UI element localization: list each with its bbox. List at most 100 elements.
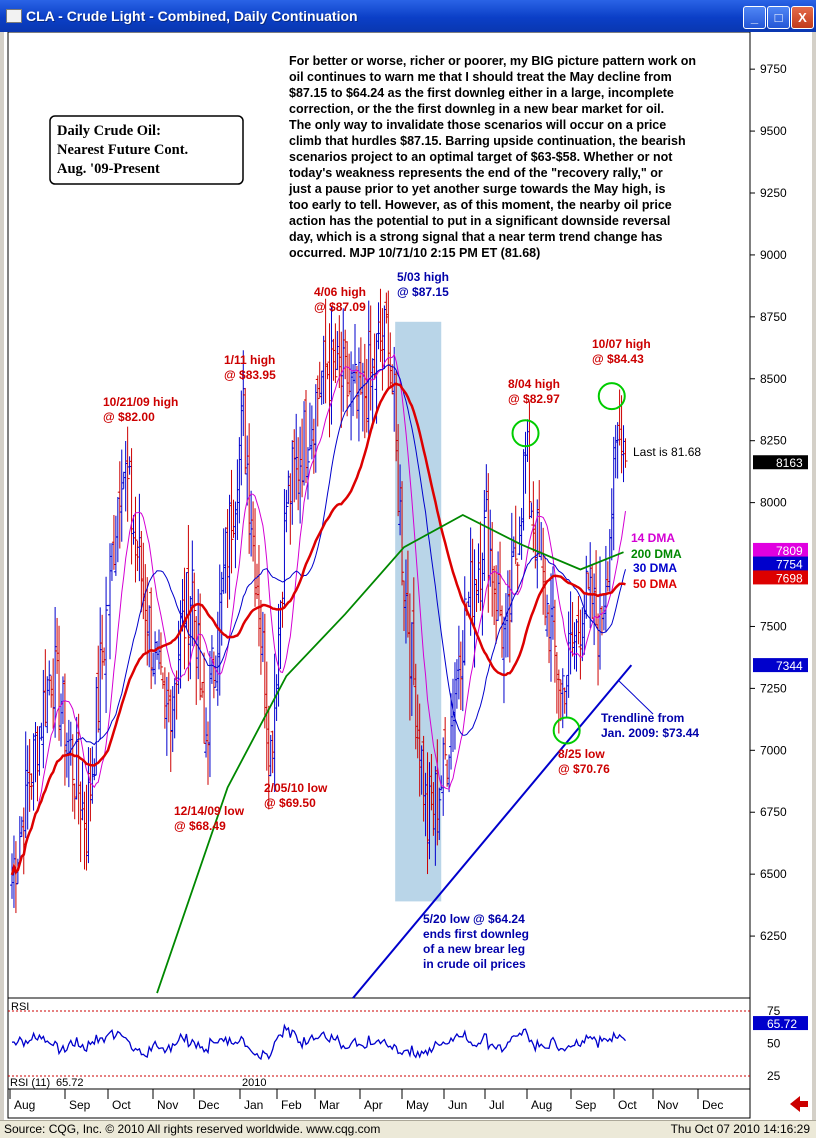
highlight-circle <box>511 419 540 448</box>
price-tag-label: 7809 <box>776 544 803 558</box>
legend-entry: 50 DMA <box>633 577 677 591</box>
y-tick-label: 9750 <box>760 62 787 76</box>
y-tick-label: 6500 <box>760 867 787 881</box>
y-tick-label: 7500 <box>760 619 787 633</box>
rsi-tick-label: 25 <box>767 1069 781 1083</box>
price-chart[interactable]: 9750 9500 9250 9000 8750 8500 8250 8000 7500 7250… <box>4 32 812 1120</box>
y-tick-label: 7250 <box>760 681 787 695</box>
last-price-label: Last is 81.68 <box>633 445 701 459</box>
month-label: May <box>406 1098 429 1112</box>
annotation-text: 5/03 high <box>397 270 449 284</box>
commentary-line: The only way to invalidate those scenari… <box>289 118 666 132</box>
annotation-text: @ $82.97 <box>508 392 560 406</box>
month-label: Nov <box>157 1098 178 1112</box>
month-label: Nov <box>657 1098 678 1112</box>
status-bar: Source: CQG, Inc. © 2010 All rights rese… <box>0 1120 816 1138</box>
month-label: Aug <box>14 1098 35 1112</box>
y-tick-label: 9500 <box>760 124 787 138</box>
month-label: Feb <box>281 1098 302 1112</box>
chart-app-icon <box>6 9 22 23</box>
annotation-text: Jan. 2009: $73.44 <box>601 726 699 740</box>
price-tag-label: 7344 <box>776 659 803 673</box>
rsi-panel <box>7 997 751 1090</box>
ma-30-line <box>11 364 626 876</box>
rsi-title: RSI <box>11 1001 29 1013</box>
price-tag <box>753 658 808 673</box>
y-tick-label: 6250 <box>760 929 787 943</box>
window-titlebar[interactable]: CLA - Crude Light - Combined, Daily Cont… <box>0 0 816 32</box>
rsi-name-value: 65.72 <box>56 1077 84 1089</box>
month-label: Jun <box>448 1098 467 1112</box>
annotation-text: 2/05/10 low <box>264 781 328 795</box>
price-tag-label: 7754 <box>776 558 803 572</box>
month-label: Jan <box>244 1098 263 1112</box>
y-tick-label: 8750 <box>760 310 787 324</box>
month-label: Dec <box>702 1098 723 1112</box>
scroll-left-icon <box>790 1096 808 1112</box>
commentary-line: day, which is a strong signal that a nea… <box>289 230 663 244</box>
annotation-arrow <box>617 679 654 715</box>
price-tag <box>753 556 808 571</box>
annotation-text: @ $87.09 <box>314 300 366 314</box>
year-label: 2010 <box>242 1077 266 1089</box>
price-tag <box>753 570 808 585</box>
window-title: CLA - Crude Light - Combined, Daily Cont… <box>26 8 358 24</box>
legend-entry: 200 DMA <box>631 547 682 561</box>
commentary-line: today's weakness represents the end of t… <box>289 166 663 180</box>
y-tick-label: 7000 <box>760 743 787 757</box>
trendline <box>352 664 633 999</box>
annotation-text: 1/11 high <box>224 353 275 367</box>
y-tick-label: 8500 <box>760 372 787 386</box>
y-tick-label: 9250 <box>760 186 787 200</box>
month-label: Sep <box>69 1098 91 1112</box>
commentary-line: too early to tell. However, as of this m… <box>289 198 672 212</box>
commentary-line: just a pause prior to yet another surge … <box>288 182 666 196</box>
commentary-line: climb that hurdles $87.15. Barring upsid… <box>289 134 686 148</box>
month-label: Sep <box>575 1098 597 1112</box>
price-tag-label: 8163 <box>776 456 803 470</box>
month-label: Jul <box>489 1098 504 1112</box>
highlight-circle <box>552 716 581 745</box>
annotation-text: @ $70.76 <box>558 762 610 776</box>
title-box-line: Daily Crude Oil: <box>57 123 161 139</box>
title-box-line: Nearest Future Cont. <box>57 142 188 158</box>
rsi-tick-label: 75 <box>767 1004 781 1018</box>
month-label: Oct <box>112 1098 131 1112</box>
rsi-tick-label: 50 <box>767 1037 781 1051</box>
annotation-text: @ $69.50 <box>264 796 316 810</box>
commentary-line: occurred. MJP 10/71/10 2:15 PM ET (81.68… <box>289 246 540 260</box>
title-box-line: Aug. '09-Present <box>57 161 160 177</box>
price-tag <box>753 542 808 557</box>
y-tick-label: 6750 <box>760 805 787 819</box>
month-label: Mar <box>319 1098 340 1112</box>
chart-area[interactable]: 9750 9500 9250 9000 8750 8500 8250 8000 7500 7250… <box>4 32 812 1120</box>
commentary-line: oil continues to warn me that I should t… <box>289 70 672 84</box>
commentary-line: correction, or the the first downleg in … <box>289 102 664 116</box>
y-tick-label: 8000 <box>760 496 787 510</box>
annotation-text: in crude oil prices <box>423 957 526 971</box>
annotation-text: @ $83.95 <box>224 368 276 382</box>
annotation-text: 4/06 high <box>314 285 366 299</box>
y-tick-label: 9000 <box>760 248 787 262</box>
legend-entry: 30 DMA <box>633 561 677 575</box>
timestamp: Thu Oct 07 2010 14:16:29 <box>670 1122 810 1136</box>
annotation-text: 10/21/09 high <box>103 395 178 409</box>
month-label: Oct <box>618 1098 637 1112</box>
commentary-line: For better or worse, richer or poorer, m… <box>289 54 696 68</box>
annotation-text: 12/14/09 low <box>174 804 245 818</box>
annotation-text: @ $82.00 <box>103 410 155 424</box>
rsi-name: RSI (11) <box>10 1077 50 1089</box>
month-label: Dec <box>198 1098 219 1112</box>
annotation-text: 8/25 low <box>558 747 605 761</box>
commentary-line: action has the potential to put in a sig… <box>289 214 670 228</box>
annotation-text: 5/20 low @ $64.24 <box>423 912 525 926</box>
annotation-text: @ $87.15 <box>397 285 449 299</box>
annotation-text: ends first downleg <box>423 927 529 941</box>
source-credit: Source: CQG, Inc. © 2010 All rights rese… <box>4 1122 381 1136</box>
annotation-text: @ $68.49 <box>174 819 226 833</box>
close-button[interactable]: X <box>791 6 814 29</box>
minimize-button[interactable]: _ <box>743 6 766 29</box>
price-tag <box>753 455 808 470</box>
annotation-text: Trendline from <box>601 711 684 725</box>
maximize-button[interactable]: □ <box>767 6 790 29</box>
